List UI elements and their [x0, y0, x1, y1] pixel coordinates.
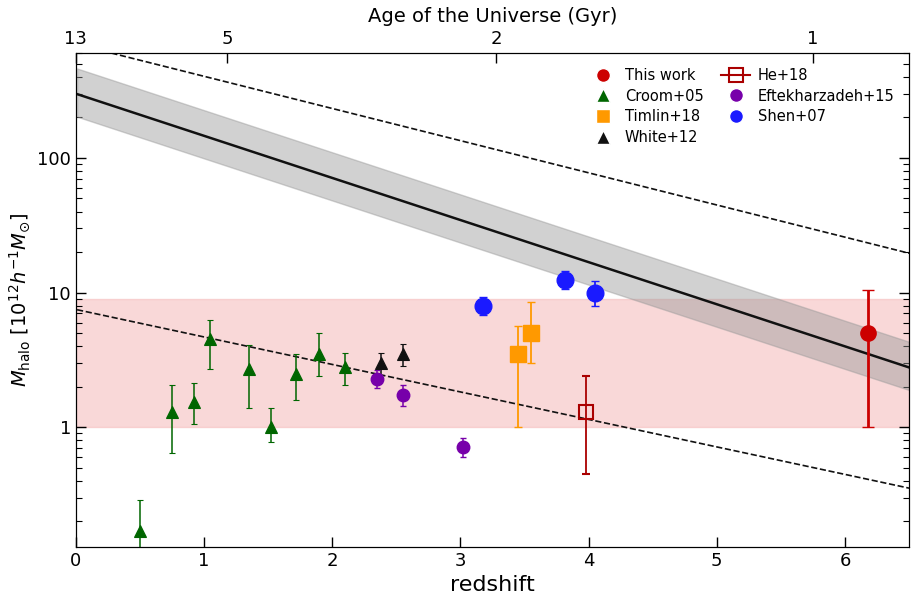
X-axis label: redshift: redshift [450, 575, 535, 595]
X-axis label: Age of the Universe (Gyr): Age of the Universe (Gyr) [367, 7, 617, 26]
Legend: This work, Croom+05, Timlin+18, White+12, He+18, Eftekharzadeh+15, Shen+07: This work, Croom+05, Timlin+18, White+12… [582, 60, 901, 152]
Y-axis label: $M_{\mathrm{halo}}\ [10^{12}h^{-1}M_{\odot}]$: $M_{\mathrm{halo}}\ [10^{12}h^{-1}M_{\od… [7, 213, 31, 387]
Bar [76, 299, 909, 427]
